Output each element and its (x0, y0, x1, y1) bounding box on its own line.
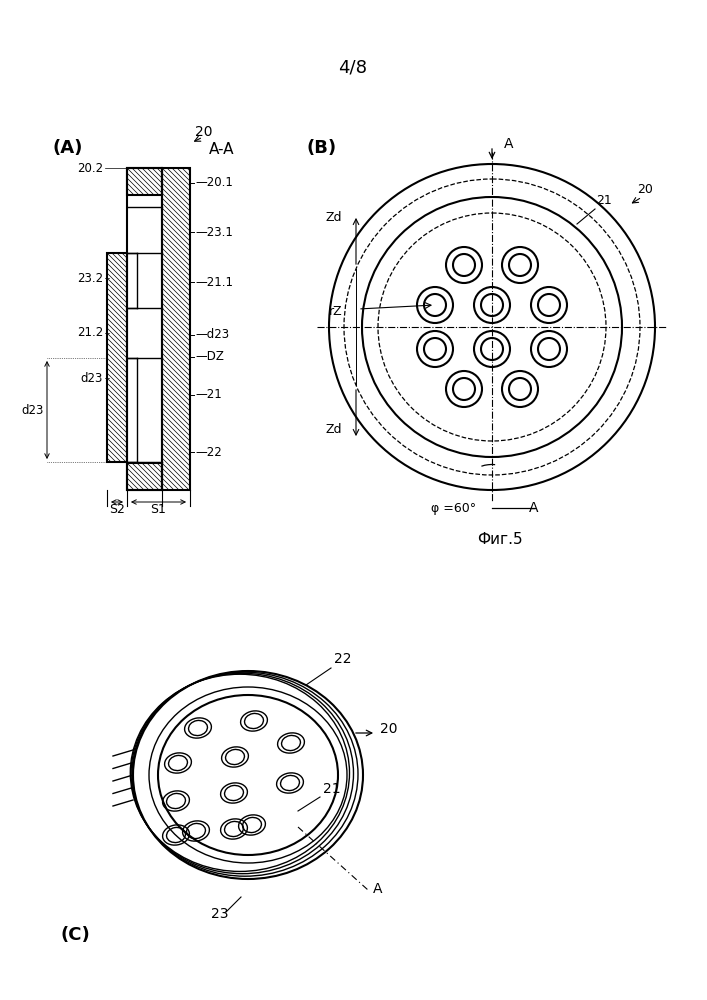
Text: 20: 20 (195, 125, 213, 139)
Text: d23: d23 (22, 403, 44, 416)
Text: A: A (373, 882, 382, 896)
Text: Zd: Zd (325, 211, 342, 224)
Text: —21: —21 (195, 388, 222, 401)
Text: A: A (530, 501, 539, 515)
Text: φ =60°: φ =60° (431, 502, 477, 515)
Bar (162, 168, 190, 490)
Text: 23: 23 (211, 907, 229, 921)
Text: Фиг.5: Фиг.5 (477, 532, 522, 548)
Text: —20.1: —20.1 (195, 176, 233, 190)
Text: d23: d23 (81, 371, 103, 384)
Text: A-A: A-A (209, 142, 235, 157)
Text: 21: 21 (323, 782, 341, 796)
Text: 20: 20 (637, 183, 653, 196)
Text: 22: 22 (334, 652, 352, 666)
Text: —DZ: —DZ (195, 351, 224, 363)
Text: 20.2: 20.2 (77, 161, 103, 174)
Bar (127, 168, 162, 195)
Text: —d23: —d23 (195, 328, 229, 342)
Bar (127, 463, 162, 490)
Text: (B): (B) (307, 139, 337, 157)
Text: 4/8: 4/8 (339, 59, 368, 77)
Text: (A): (A) (53, 139, 83, 157)
Text: —22: —22 (195, 446, 222, 458)
Text: —21.1: —21.1 (195, 275, 233, 288)
Text: S1: S1 (151, 503, 166, 516)
Bar (107, 168, 190, 490)
Text: 20: 20 (380, 722, 397, 736)
Text: 23.2: 23.2 (77, 271, 103, 284)
Text: —23.1: —23.1 (195, 226, 233, 238)
Text: 21.2: 21.2 (77, 326, 103, 340)
Text: (C): (C) (60, 926, 90, 944)
Text: 21: 21 (596, 194, 612, 207)
Text: rZ: rZ (328, 305, 342, 318)
Bar (107, 253, 127, 462)
Bar (127, 168, 162, 490)
Text: A: A (504, 137, 513, 151)
Text: S2: S2 (109, 503, 125, 516)
Text: Zd: Zd (325, 423, 342, 436)
